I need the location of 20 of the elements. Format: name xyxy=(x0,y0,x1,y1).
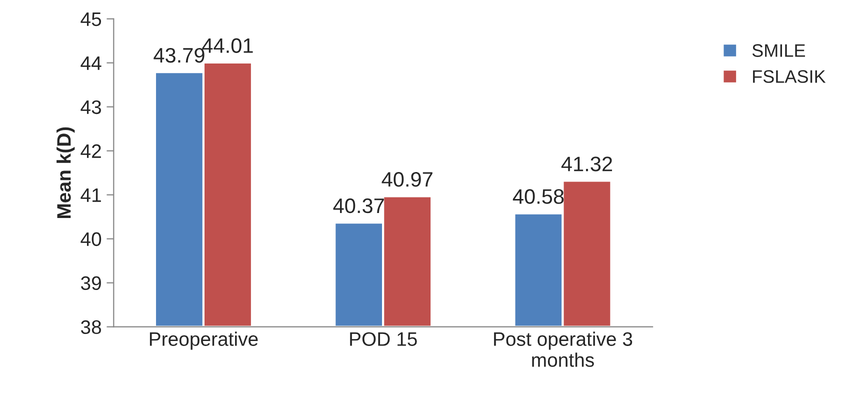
y-tick-label: 39 xyxy=(80,276,101,290)
y-tick-label: 40 xyxy=(80,232,102,246)
data-label: 41.32 xyxy=(561,156,612,172)
x-tick-label: POD 15 xyxy=(350,332,417,346)
y-tick-label: 45 xyxy=(80,12,102,26)
data-label: 43.79 xyxy=(154,48,204,63)
y-tick-label: 41 xyxy=(80,188,101,202)
data-label: 40.97 xyxy=(382,172,432,187)
data-label: 40.37 xyxy=(333,198,384,214)
y-axis-title: Mean k(D) xyxy=(56,127,75,218)
y-tick-label: 42 xyxy=(80,144,101,158)
y-tick-label: 38 xyxy=(80,320,102,334)
x-tick-label: Preoperative xyxy=(150,332,258,350)
y-tick-label: 44 xyxy=(80,56,102,70)
legend-label: FSLASIK xyxy=(753,70,826,83)
legend-label: SMILE xyxy=(752,44,805,57)
data-label: 44.01 xyxy=(202,38,253,54)
data-label: 40.58 xyxy=(512,189,564,204)
x-tick-label: Post operative 3 months xyxy=(494,332,632,367)
y-tick-label: 43 xyxy=(80,100,102,114)
